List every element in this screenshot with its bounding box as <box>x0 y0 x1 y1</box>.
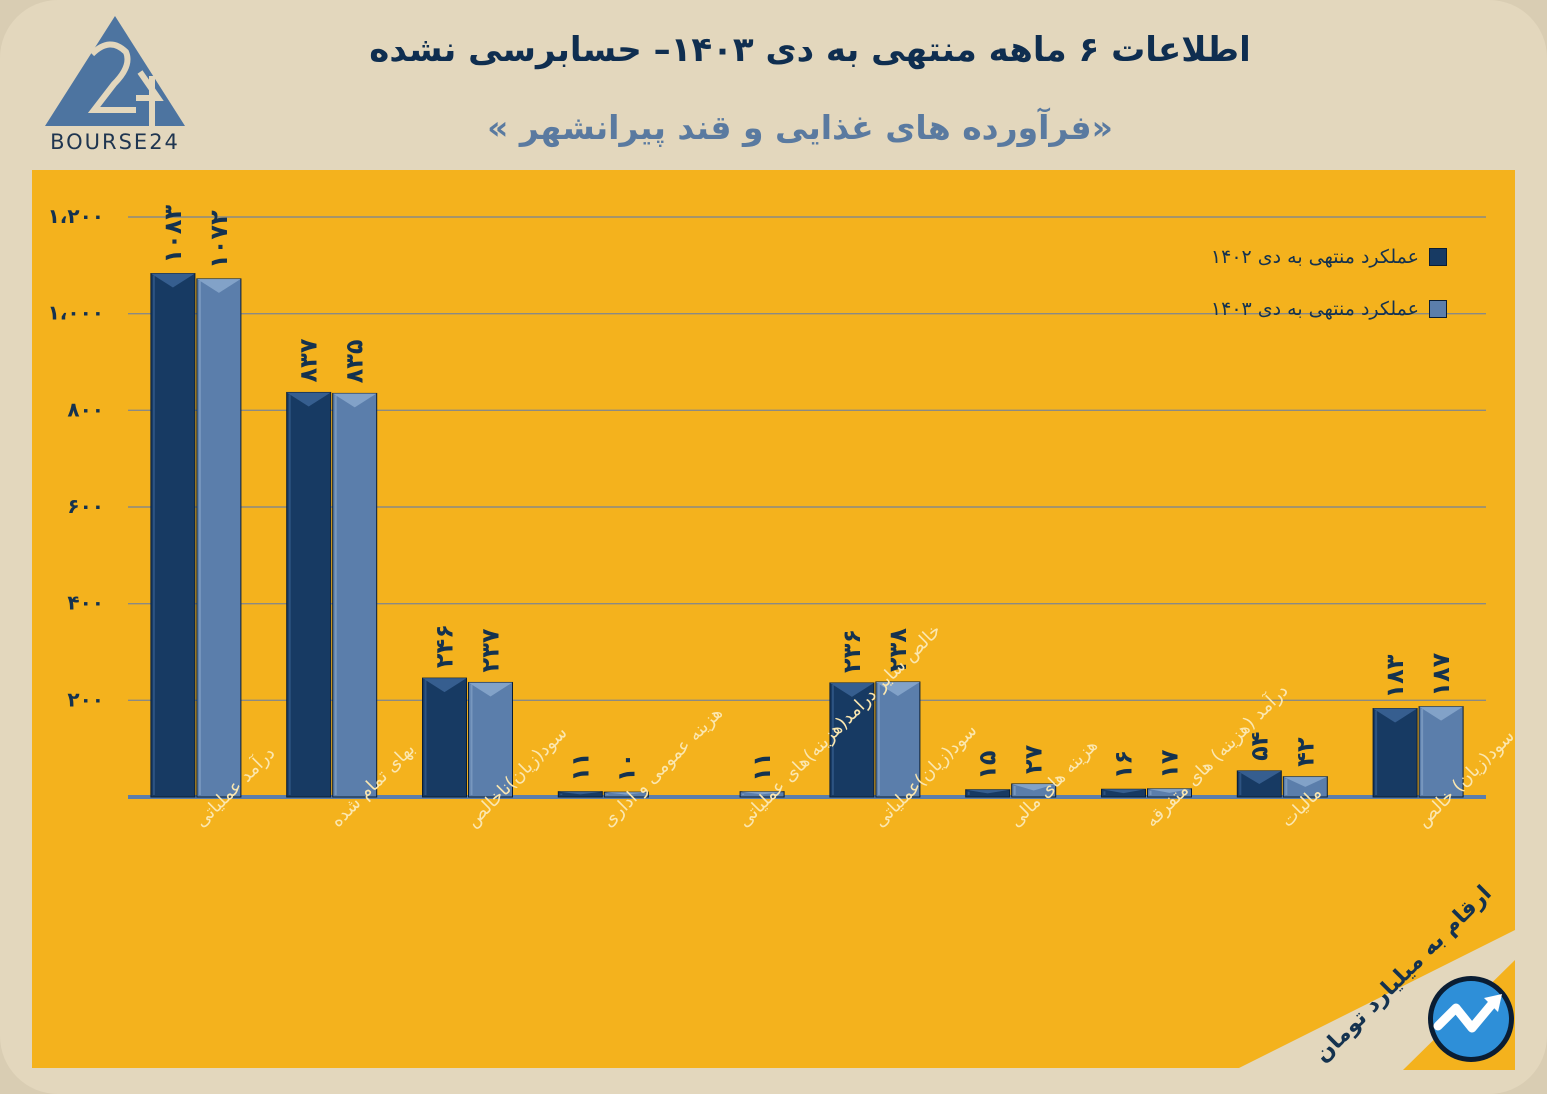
data-label: ۱۱ <box>566 752 594 781</box>
data-label: ۲۴۶ <box>431 624 459 668</box>
y-tick-label: ۲۰۰ <box>67 687 104 711</box>
bar-highlight <box>558 791 603 795</box>
bar-highlight <box>829 682 874 697</box>
bar-highlight <box>196 278 241 293</box>
data-label: ۱۶ <box>1110 750 1138 779</box>
legend-label-1402: عملکرد منتهی به دی ۱۴۰۲ <box>1210 246 1419 268</box>
chart-panel <box>32 170 1515 1068</box>
legend-item-1403: عملکرد منتهی به دی ۱۴۰۳ <box>1211 296 1447 322</box>
bar-highlight <box>1237 770 1282 784</box>
bar <box>829 682 875 798</box>
data-label: ۲۷ <box>1020 744 1048 774</box>
chart-legend: عملکرد منتهی به دی ۱۴۰۲ عملکرد منتهی به … <box>1211 244 1447 348</box>
y-tick-label: ۱،۲۰۰ <box>48 204 104 228</box>
data-label: ۱۷ <box>1156 749 1184 779</box>
legend-swatch-1402 <box>1429 248 1447 266</box>
bar <box>332 392 378 798</box>
legend-label-1403: عملکرد منتهی به دی ۱۴۰۳ <box>1210 298 1419 320</box>
bar-highlight <box>150 273 195 288</box>
legend-item-1402: عملکرد منتهی به دی ۱۴۰۲ <box>1211 244 1447 270</box>
bar <box>286 391 332 798</box>
y-tick-label: ۸۰۰ <box>67 397 104 421</box>
bar <box>1372 708 1418 798</box>
bar-highlight <box>875 681 920 696</box>
page-title: اطلاعات ۶ ماهه منتهی به دی ۱۴۰۳– حسابرسی… <box>369 30 1251 70</box>
bar <box>468 681 513 798</box>
data-label: ۱۱ <box>748 752 776 781</box>
data-label: ۲۳۶ <box>838 629 866 673</box>
legend-swatch-1403 <box>1429 300 1447 318</box>
bar-highlight <box>1283 776 1328 787</box>
data-label: ۱۰۸۳ <box>159 205 187 264</box>
bar <box>150 273 196 798</box>
data-label: ۲۳۸ <box>884 628 912 672</box>
data-label: ۱۵ <box>974 750 1002 779</box>
bar-highlight <box>1373 708 1418 723</box>
bar-highlight <box>468 682 513 697</box>
bar-highlight <box>1147 788 1192 793</box>
bar-highlight <box>1101 789 1146 794</box>
data-label: ۵۴ <box>1245 732 1273 761</box>
y-tick-label: ۴۰۰ <box>67 591 104 615</box>
bar <box>1418 706 1464 798</box>
data-label: ۸۳۵ <box>341 339 369 383</box>
y-tick-label: ۱،۰۰۰ <box>48 301 104 325</box>
bar-highlight <box>422 678 467 693</box>
bar <box>196 278 242 798</box>
bar-highlight <box>740 791 785 795</box>
data-label: ۱۸۳ <box>1381 654 1409 698</box>
data-label: ۸۳۷ <box>295 338 323 382</box>
page-subtitle: «فرآورده های غذایی و قند پیرانشهر » <box>487 108 1113 147</box>
bar-highlight <box>604 792 649 795</box>
data-label: ۱۸۷ <box>1427 652 1455 696</box>
bar-highlight <box>332 393 377 408</box>
data-label: ۱۰۷۲ <box>205 210 233 269</box>
logo-text: BOURSE24 <box>50 130 180 154</box>
bar-highlight <box>286 392 331 407</box>
bar <box>875 681 921 798</box>
data-label: ۱۰ <box>612 753 640 782</box>
bar <box>422 677 467 798</box>
y-tick-label: ۶۰۰ <box>67 494 104 518</box>
trend-logo-icon <box>1428 976 1514 1062</box>
bar-highlight <box>965 789 1010 794</box>
bar-highlight <box>1419 706 1464 721</box>
bourse24-logo-icon <box>45 16 185 126</box>
data-label: ۴۲ <box>1291 737 1319 767</box>
data-label: ۲۳۷ <box>477 628 505 672</box>
bar-highlight <box>1011 783 1056 791</box>
